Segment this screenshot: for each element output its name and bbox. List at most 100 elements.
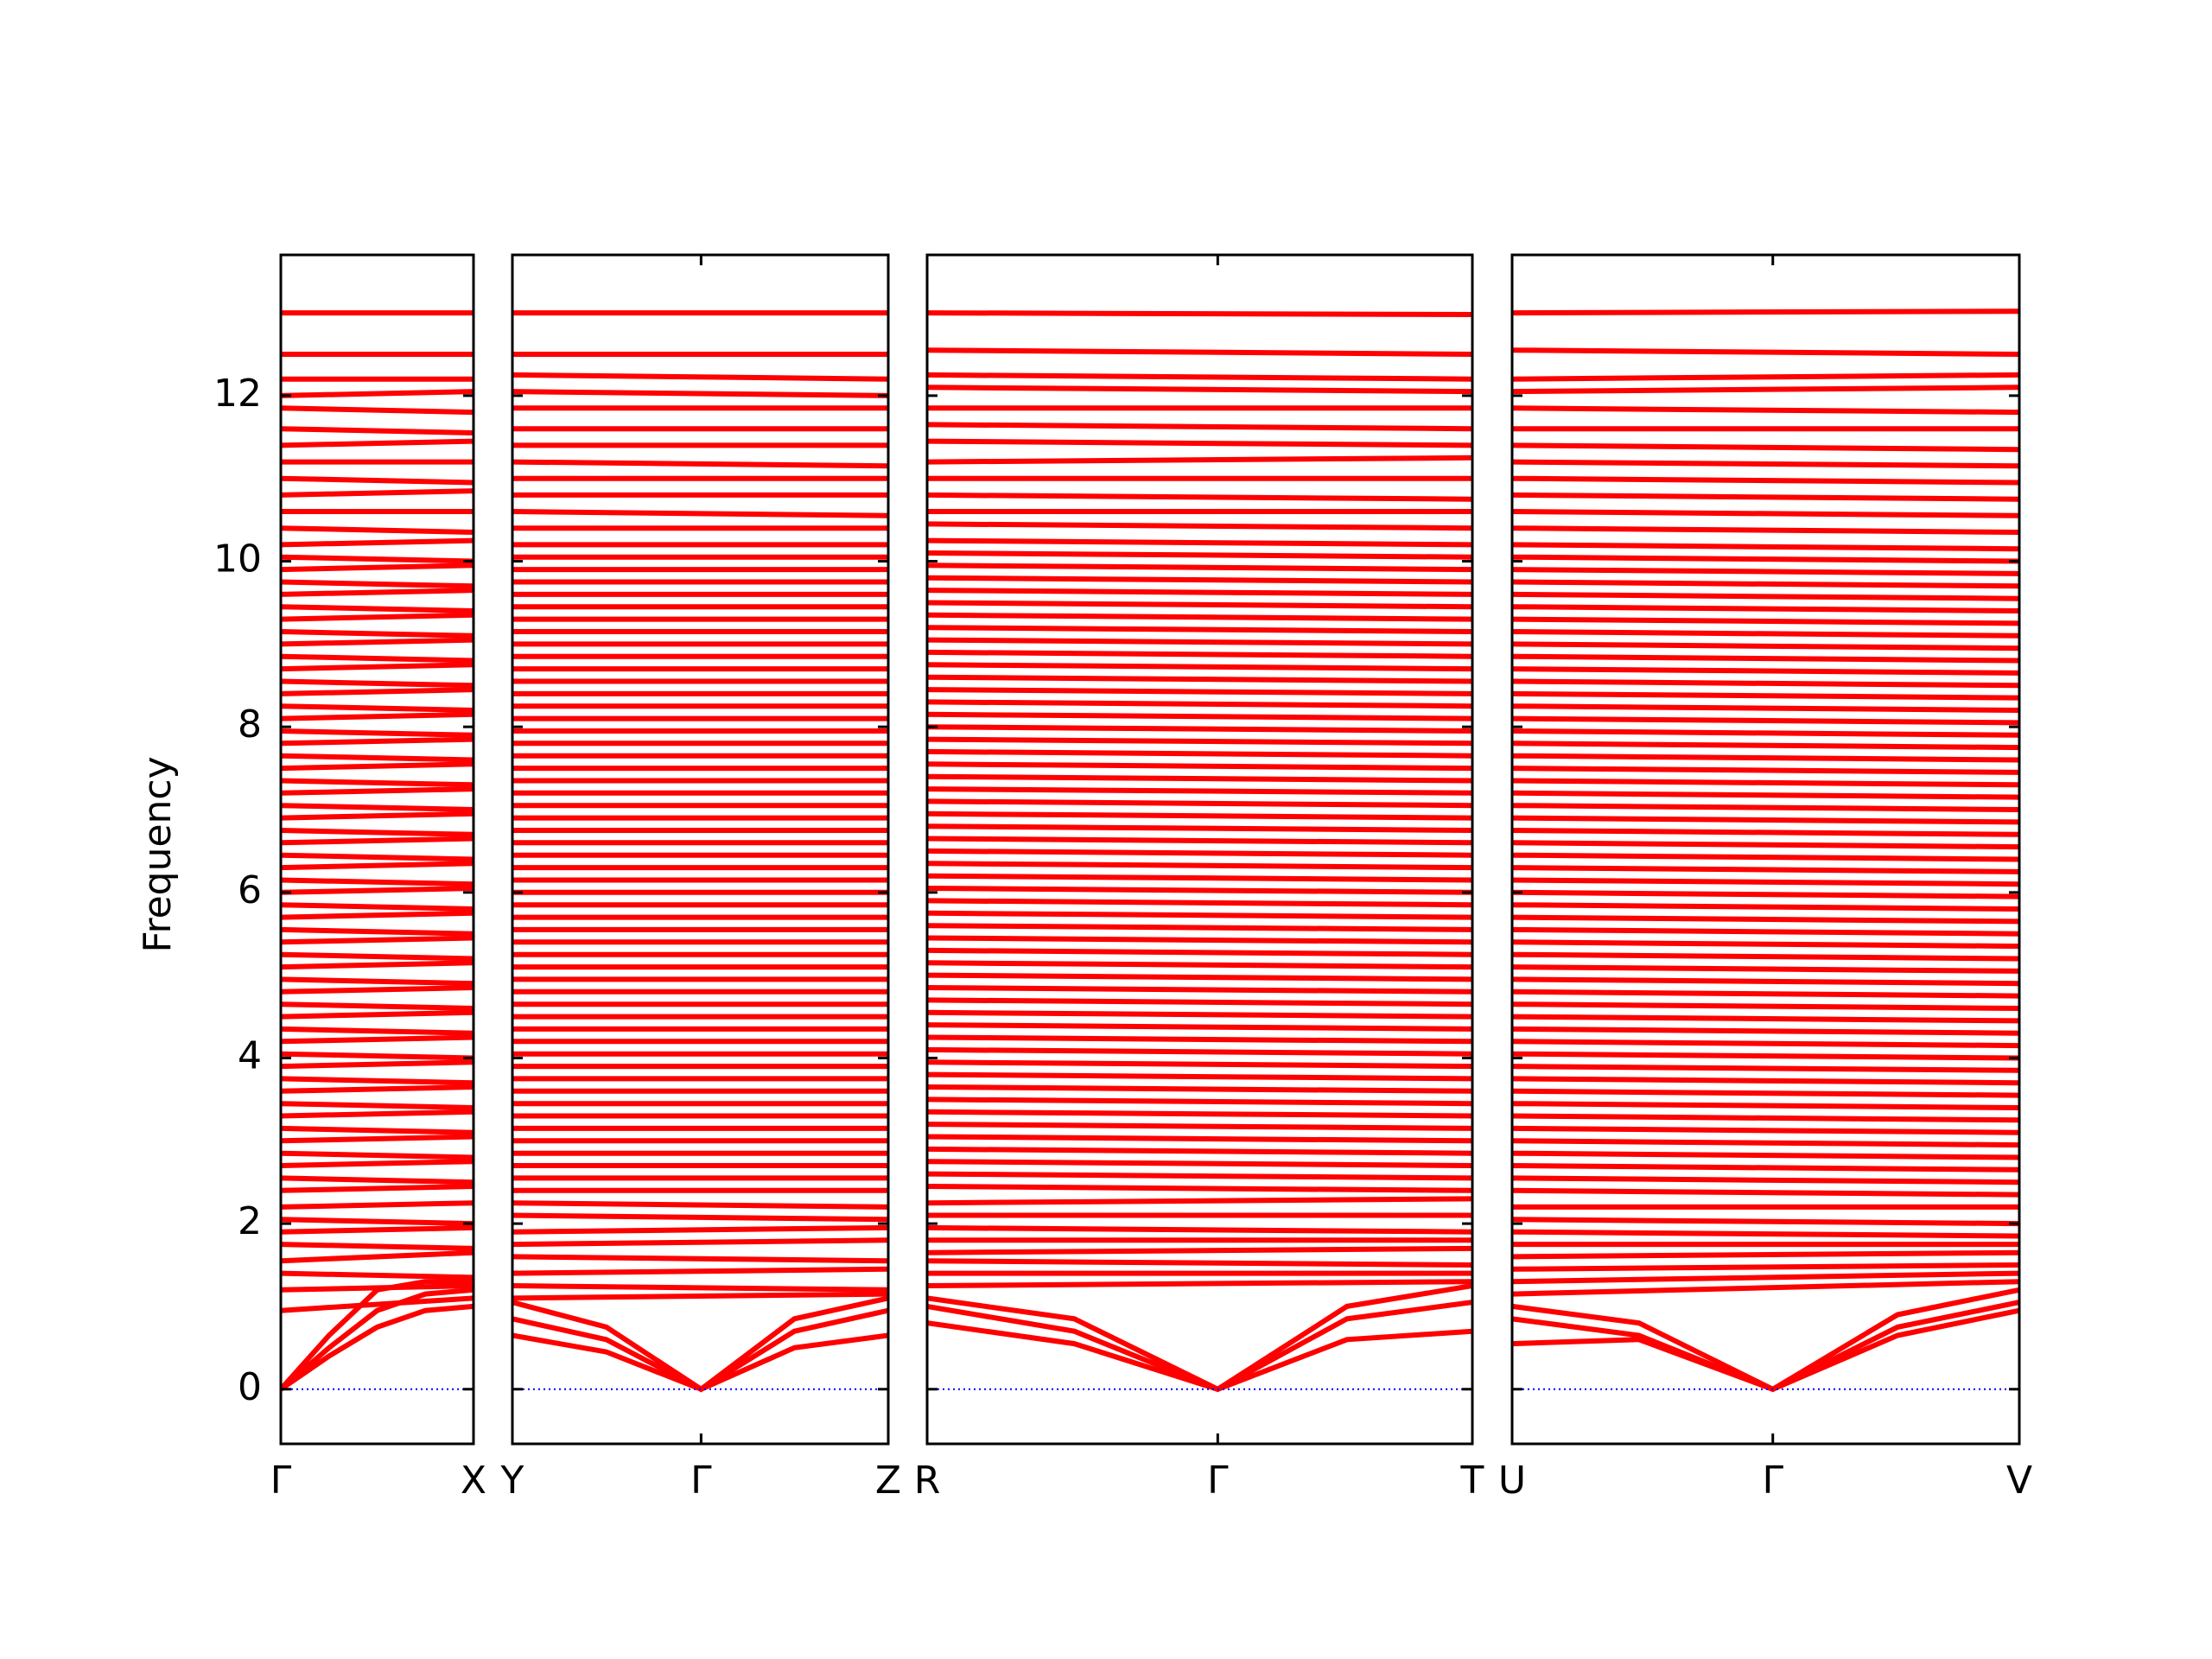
band [1512, 852, 2019, 862]
band [927, 612, 1472, 622]
band [927, 625, 1472, 634]
band [927, 798, 1472, 809]
band [281, 629, 474, 639]
band [1512, 1217, 2019, 1227]
band [1512, 604, 2019, 613]
band [512, 1237, 888, 1248]
band [927, 588, 1472, 597]
band [512, 1283, 888, 1293]
band [927, 773, 1472, 784]
band [1512, 988, 2019, 999]
band [1512, 1001, 2019, 1011]
band [281, 525, 474, 535]
band [1512, 690, 2019, 701]
band [281, 1059, 474, 1070]
band [281, 1249, 474, 1264]
band [281, 1283, 474, 1293]
band [281, 662, 474, 672]
band [927, 898, 1472, 908]
band [927, 422, 1472, 432]
band [927, 1046, 1472, 1057]
band [927, 823, 1472, 833]
band [281, 1270, 474, 1281]
band [1512, 385, 2019, 395]
y-tick-label: 2 [238, 1199, 262, 1243]
band [927, 385, 1472, 395]
band [1512, 442, 2019, 453]
band [1512, 902, 2019, 912]
band [1512, 653, 2019, 664]
band [927, 600, 1472, 610]
band [281, 1184, 474, 1193]
band [281, 678, 474, 689]
band [1512, 865, 2019, 874]
band [281, 1034, 474, 1045]
band [1512, 914, 2019, 925]
y-tick-label: 10 [213, 537, 262, 582]
band [281, 926, 474, 937]
band [927, 550, 1472, 560]
band [281, 960, 474, 970]
band [927, 687, 1472, 696]
band [281, 703, 474, 713]
band [927, 1258, 1472, 1268]
band [1512, 372, 2019, 382]
x-tick-label: T [1460, 1459, 1484, 1503]
band [1512, 803, 2019, 812]
band [281, 778, 474, 788]
band [1512, 790, 2019, 800]
band [281, 1295, 474, 1313]
band [281, 488, 474, 498]
band [281, 935, 474, 945]
band [1512, 641, 2019, 652]
band [1512, 840, 2019, 850]
y-axis-label: Frequency [136, 756, 180, 952]
band [1512, 889, 2019, 899]
band [927, 1071, 1472, 1082]
band [281, 554, 474, 564]
band [1512, 1088, 2019, 1098]
band [1512, 1138, 2019, 1148]
band [281, 1242, 474, 1251]
band [927, 1096, 1472, 1107]
x-tick-label: U [1498, 1459, 1526, 1503]
band [281, 1200, 474, 1210]
x-tick-label: Γ [690, 1459, 712, 1503]
band [1512, 815, 2019, 825]
band [1512, 753, 2019, 763]
band [512, 509, 888, 518]
band [1512, 308, 2019, 316]
band [1512, 405, 2019, 416]
band [281, 828, 474, 837]
band [1512, 728, 2019, 738]
band [281, 389, 474, 398]
band [281, 426, 474, 435]
band [281, 976, 474, 987]
band [1512, 778, 2019, 788]
x-tick-label: Y [500, 1459, 524, 1503]
band [1512, 741, 2019, 751]
band [281, 438, 474, 448]
band [512, 1291, 888, 1301]
band [927, 910, 1472, 920]
band [1512, 1270, 2019, 1285]
band [512, 459, 888, 469]
band [281, 803, 474, 812]
band [281, 687, 474, 696]
band [281, 728, 474, 738]
band [281, 861, 474, 871]
band [1512, 616, 2019, 626]
band [512, 1224, 888, 1235]
band [927, 810, 1472, 821]
band [281, 1287, 474, 1392]
x-tick-label: Γ [1207, 1459, 1229, 1503]
band [927, 997, 1472, 1007]
band [1512, 766, 2019, 775]
band [1512, 459, 2019, 469]
band [927, 649, 1472, 659]
band [1512, 1279, 2019, 1297]
x-tick-label: V [2006, 1459, 2032, 1503]
band [281, 637, 474, 647]
band [927, 310, 1472, 317]
band [1512, 828, 2019, 837]
